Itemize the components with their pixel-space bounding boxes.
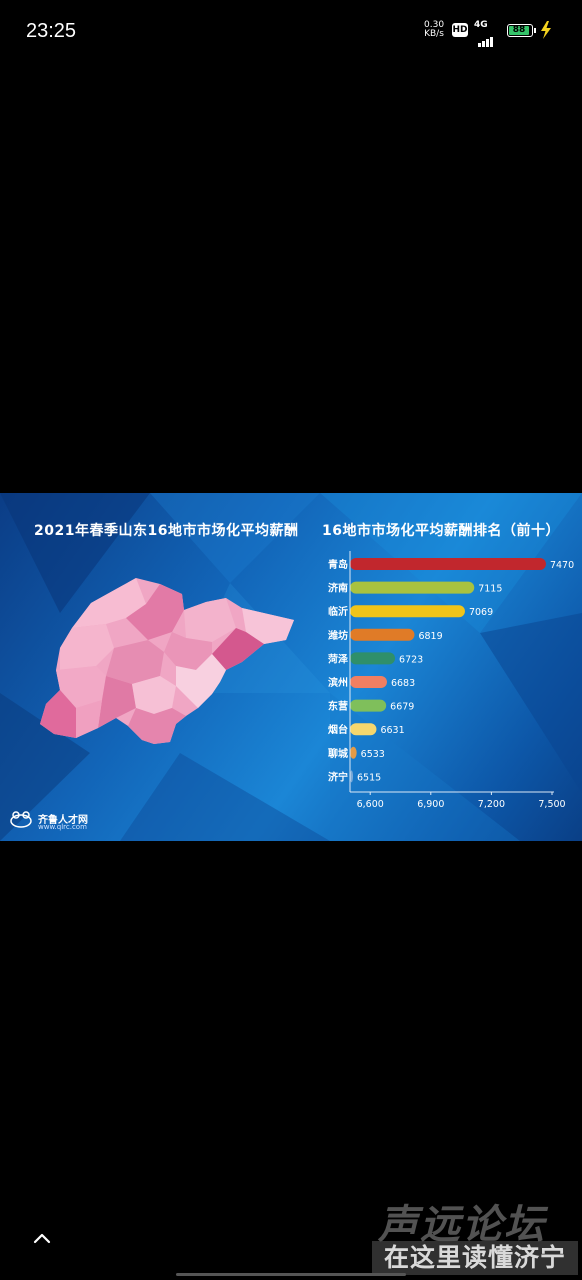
battery-tip-icon: [534, 28, 536, 33]
x-tick-label: 7,500: [538, 799, 565, 810]
battery-icon: 88: [507, 24, 533, 37]
category-label: 济宁: [328, 770, 348, 783]
bar: [350, 723, 377, 736]
chevron-up-icon[interactable]: [32, 1231, 52, 1245]
bar: [350, 652, 396, 665]
category-label: 东营: [328, 700, 348, 713]
data-label: 7069: [469, 607, 493, 618]
network-speed-value: 0.30: [424, 20, 445, 30]
category-label: 滨州: [328, 676, 348, 689]
salary-bar-chart: 青岛 7470 济南 7115 临沂 7069 潍坊 6819 菏泽 6723 滨州 6683 东营 66…: [328, 551, 574, 810]
bar: [350, 699, 387, 712]
data-label: 7115: [478, 584, 502, 595]
shandong-map: [40, 578, 294, 744]
status-bar: 23:25 0.30 KB/s HD 4G 88: [0, 0, 582, 62]
logo-url: www.qlrc.com: [38, 823, 87, 831]
logo-name: 齐鲁人才网: [38, 815, 88, 826]
bar: [350, 746, 357, 759]
category-label: 烟台: [328, 723, 348, 736]
hd-icon: HD: [452, 23, 468, 37]
network-speed-unit: KB/s: [424, 29, 444, 39]
data-label: 6683: [391, 678, 415, 689]
data-label: 6631: [380, 725, 404, 736]
category-label: 聊城: [328, 747, 348, 760]
network-speed: 0.30 KB/s: [424, 21, 444, 39]
signal-icon: 4G: [474, 20, 502, 47]
x-tick-label: 7,200: [478, 799, 505, 810]
data-label: 6533: [361, 749, 385, 760]
bar: [350, 628, 415, 641]
network-type: 4G: [474, 20, 488, 30]
category-label: 菏泽: [328, 652, 348, 665]
salary-infographic[interactable]: 2021年春季山东16地市市场化平均薪酬 16地市市场化平均薪酬排名（前十） 青…: [0, 493, 582, 841]
data-label: 6515: [357, 772, 381, 783]
charging-bolt-icon: [541, 21, 551, 39]
bar: [350, 558, 546, 570]
home-indicator[interactable]: [176, 1273, 406, 1276]
chart-title: 16地市市场化平均薪酬排名（前十）: [322, 523, 560, 539]
map-title: 2021年春季山东16地市市场化平均薪酬: [34, 523, 299, 539]
category-label: 济南: [328, 582, 348, 595]
battery-level: 88: [509, 26, 529, 35]
category-label: 青岛: [328, 558, 348, 571]
category-label: 临沂: [328, 605, 348, 618]
data-label: 7470: [550, 560, 574, 571]
data-label: 6679: [390, 702, 414, 713]
status-time: 23:25: [26, 20, 77, 42]
bar: [350, 605, 465, 618]
data-label: 6819: [418, 631, 442, 642]
category-label: 潍坊: [328, 629, 348, 642]
frog-logo-icon: [10, 811, 32, 828]
data-label: 6723: [399, 654, 423, 665]
signal-bars-icon: [478, 28, 494, 47]
bar: [350, 770, 354, 783]
bar: [350, 676, 387, 688]
background-polygons: [0, 493, 582, 841]
bar: [350, 581, 475, 594]
watermark-forum-name: 声远论坛: [378, 1201, 546, 1248]
x-tick-label: 6,900: [417, 799, 444, 810]
watermark-slogan: 在这里读懂济宁: [372, 1241, 578, 1275]
x-tick-label: 6,600: [357, 799, 384, 810]
